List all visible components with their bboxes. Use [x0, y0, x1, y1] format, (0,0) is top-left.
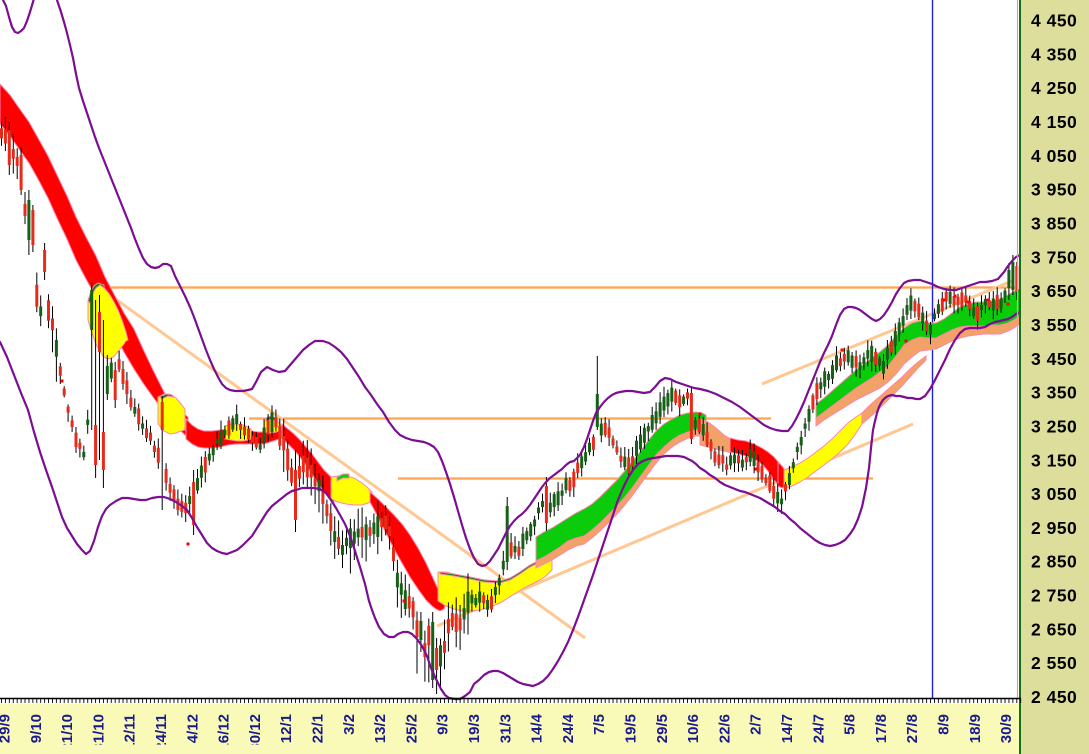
svg-text:2 550: 2 550 — [1031, 653, 1077, 673]
svg-text:2 450: 2 450 — [1031, 687, 1077, 707]
svg-text:3 250: 3 250 — [1031, 416, 1077, 436]
svg-text:22/1: 22/1 — [310, 714, 327, 743]
svg-text:4 050: 4 050 — [1031, 146, 1077, 166]
svg-text:14/4: 14/4 — [529, 713, 546, 743]
svg-text:14/7: 14/7 — [779, 714, 796, 743]
svg-text:31/3: 31/3 — [497, 714, 514, 743]
svg-text:3 650: 3 650 — [1031, 281, 1077, 301]
svg-text:2 850: 2 850 — [1031, 552, 1077, 572]
svg-text:31/10: 31/10 — [90, 714, 107, 752]
svg-text:4 250: 4 250 — [1031, 78, 1077, 98]
svg-text:21/10: 21/10 — [59, 714, 76, 752]
svg-text:7/5: 7/5 — [591, 714, 608, 735]
svg-text:2 950: 2 950 — [1031, 518, 1077, 538]
svg-text:3 950: 3 950 — [1031, 180, 1077, 200]
svg-text:24/11: 24/11 — [153, 714, 170, 751]
svg-text:3 050: 3 050 — [1031, 484, 1077, 504]
svg-text:3 350: 3 350 — [1031, 383, 1077, 403]
svg-text:17/8: 17/8 — [873, 714, 890, 743]
svg-text:3 450: 3 450 — [1031, 349, 1077, 369]
svg-text:12/1: 12/1 — [278, 714, 295, 743]
svg-text:4 450: 4 450 — [1031, 11, 1077, 31]
svg-text:4/12: 4/12 — [184, 714, 201, 743]
svg-text:29/5: 29/5 — [654, 714, 671, 743]
svg-text:30/12: 30/12 — [247, 714, 264, 752]
svg-text:25/2: 25/2 — [403, 714, 420, 743]
svg-text:3/2: 3/2 — [341, 714, 358, 735]
svg-text:9/10: 9/10 — [28, 714, 45, 743]
svg-text:30/9: 30/9 — [998, 714, 1015, 743]
svg-text:24/4: 24/4 — [560, 713, 577, 743]
svg-text:3 750: 3 750 — [1031, 247, 1077, 267]
svg-text:8/9: 8/9 — [936, 714, 953, 735]
svg-text:2/7: 2/7 — [748, 714, 765, 735]
svg-text:12/11: 12/11 — [122, 714, 139, 751]
svg-text:19/5: 19/5 — [623, 714, 640, 743]
svg-text:27/8: 27/8 — [904, 714, 921, 743]
svg-text:4 350: 4 350 — [1031, 44, 1077, 64]
svg-text:3 550: 3 550 — [1031, 315, 1077, 335]
svg-text:3 850: 3 850 — [1031, 214, 1077, 234]
svg-text:16/12: 16/12 — [216, 714, 233, 752]
svg-text:18/9: 18/9 — [967, 714, 984, 743]
svg-text:19/3: 19/3 — [466, 714, 483, 743]
svg-text:13/2: 13/2 — [372, 714, 389, 743]
svg-text:10/6: 10/6 — [685, 714, 702, 743]
svg-text:29/9: 29/9 — [0, 714, 14, 743]
svg-text:2 750: 2 750 — [1031, 586, 1077, 606]
svg-text:4 150: 4 150 — [1031, 112, 1077, 132]
svg-text:2 650: 2 650 — [1031, 619, 1077, 639]
svg-text:22/6: 22/6 — [716, 714, 733, 743]
svg-text:9/3: 9/3 — [435, 714, 452, 735]
svg-text:24/7: 24/7 — [810, 714, 827, 743]
svg-text:5/8: 5/8 — [842, 714, 859, 735]
svg-text:3 150: 3 150 — [1031, 450, 1077, 470]
